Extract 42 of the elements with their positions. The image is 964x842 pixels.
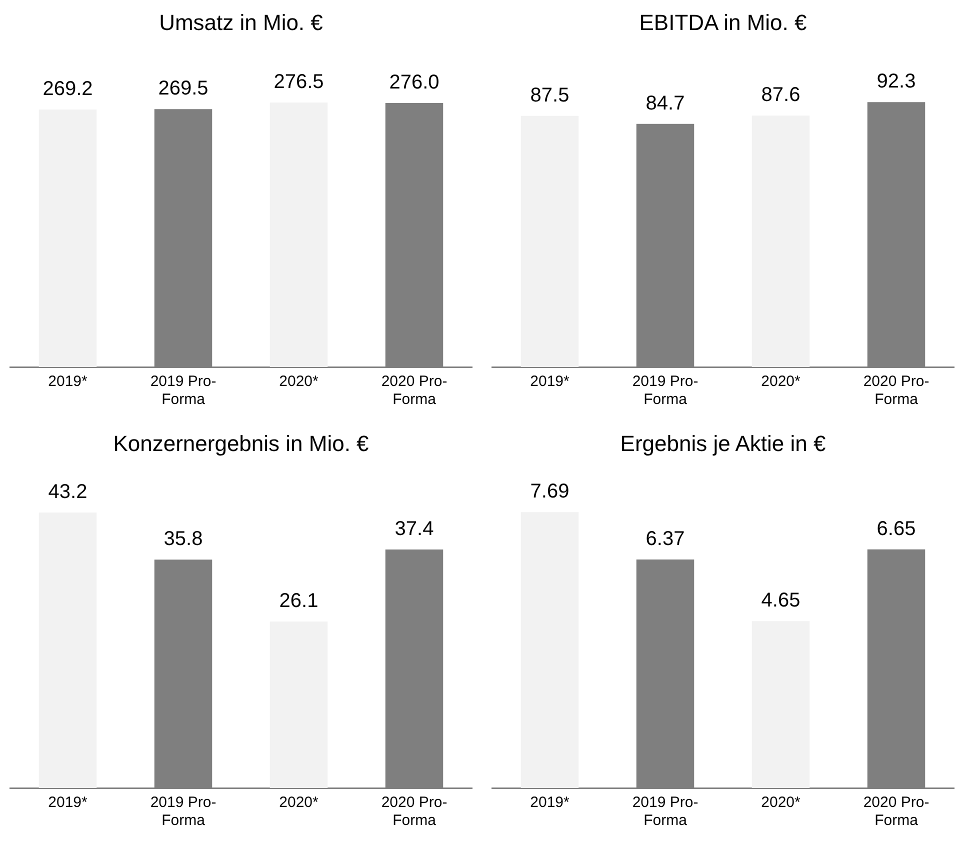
data-label: 276.5 [274, 70, 324, 93]
data-label: 26.1 [279, 590, 318, 612]
chart-title: Ergebnis je Aktie in € [619, 431, 827, 457]
bar [520, 512, 579, 788]
bar [752, 621, 810, 788]
x-tick-label: 2020* [279, 373, 319, 390]
data-label: 269.2 [42, 78, 93, 100]
bar [520, 116, 579, 367]
data-label: 4.65 [761, 590, 800, 612]
x-tick-label: 2020* [279, 794, 319, 812]
x-tick-label: 2020 Pro-Forma [381, 794, 448, 830]
data-label: 87.5 [530, 84, 570, 106]
x-tick-label: 2019 Pro-Forma [150, 373, 216, 408]
x-tick-label: 2020 Pro-Forma [863, 794, 930, 830]
x-tick-label: 2020* [761, 373, 801, 390]
bar [38, 512, 97, 788]
data-label: 276.0 [389, 71, 440, 94]
x-tick-label: 2019* [48, 794, 88, 812]
x-tick-label: 2019* [48, 373, 88, 390]
x-tick-label: 2020 Pro-Forma [381, 373, 448, 408]
data-label: 92.3 [876, 70, 916, 93]
data-label: 6.65 [876, 518, 916, 540]
data-label: 84.7 [646, 92, 685, 114]
x-tick-label: 2020 Pro-Forma [863, 373, 930, 408]
x-tick-label: 2019 Pro-Forma [150, 794, 216, 830]
x-tick-label: 2019* [530, 794, 570, 812]
bar [270, 622, 328, 788]
x-tick-label: 2019 Pro-Forma [632, 794, 698, 830]
data-label: 37.4 [394, 518, 434, 540]
data-label: 269.5 [158, 78, 208, 100]
data-label: 35.8 [164, 528, 203, 550]
chart-title: Umsatz in Mio. € [158, 10, 324, 36]
data-label: 87.6 [761, 84, 800, 106]
data-label: 7.69 [530, 480, 570, 503]
data-label: 6.37 [646, 528, 685, 550]
x-tick-label: 2020* [761, 794, 801, 812]
bar [752, 116, 810, 367]
x-tick-label: 2019* [530, 373, 570, 390]
data-label: 43.2 [48, 480, 88, 503]
x-tick-label: 2019 Pro-Forma [632, 373, 698, 408]
chart-title: Konzernergebnis in Mio. € [112, 431, 370, 457]
chart-title: EBITDA in Mio. € [638, 10, 808, 36]
